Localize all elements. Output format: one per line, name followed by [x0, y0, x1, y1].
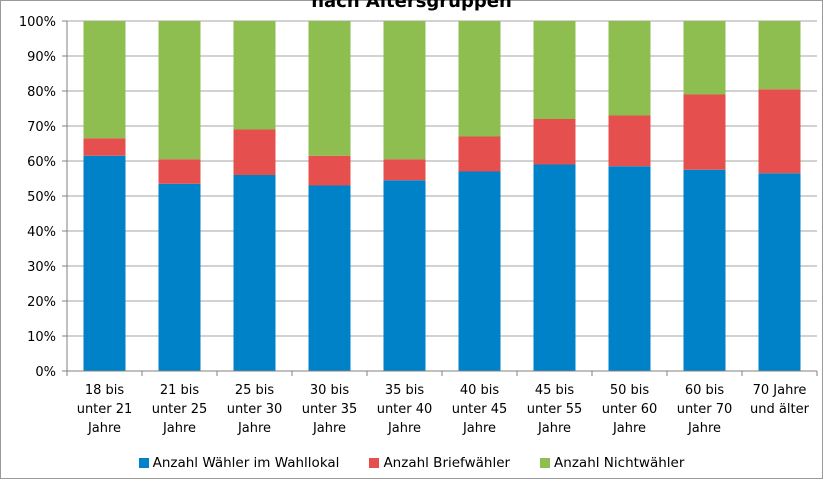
bar-segment: [758, 173, 801, 371]
bar-segment: [608, 166, 651, 371]
x-tick-label: Jahre: [312, 421, 346, 436]
legend-label: Anzahl Wähler im Wahllokal: [152, 455, 340, 471]
bar-segment: [458, 171, 501, 371]
bar-segment: [608, 21, 651, 116]
x-tick-label: 50 bis: [610, 383, 650, 398]
bar-segment: [683, 21, 726, 95]
bar-segment: [383, 180, 426, 371]
legend-label: Anzahl Briefwähler: [383, 455, 511, 471]
bar-segment: [758, 21, 801, 90]
y-tick-label: 60%: [27, 155, 56, 170]
bar-segment: [83, 138, 126, 156]
bar-segment: [83, 21, 126, 139]
y-tick-label: 10%: [27, 330, 56, 345]
bar-segment: [383, 21, 426, 160]
x-tick-label: unter 45: [452, 402, 508, 417]
x-tick-label: 18 bis: [85, 383, 125, 398]
y-tick-label: 0%: [35, 365, 56, 380]
y-tick-label: 20%: [27, 295, 56, 310]
bar-segment: [683, 169, 726, 371]
bar-segment: [308, 185, 351, 371]
x-tick-label: Jahre: [537, 421, 571, 436]
bar-segment: [158, 159, 201, 184]
bar-segment: [158, 183, 201, 371]
x-tick-label: unter 40: [377, 402, 433, 417]
x-tick-label: Jahre: [462, 421, 496, 436]
y-tick-label: 100%: [19, 15, 56, 30]
bar-segment: [683, 94, 726, 170]
x-tick-label: 40 bis: [460, 383, 500, 398]
bar-segment: [458, 21, 501, 137]
y-tick-label: 30%: [27, 260, 56, 275]
x-tick-label: 30 bis: [310, 383, 350, 398]
x-tick-label: Jahre: [387, 421, 421, 436]
x-tick-label: 35 bis: [385, 383, 425, 398]
legend-swatch: [540, 458, 551, 468]
legend-swatch: [369, 458, 380, 468]
legend-item: Anzahl Nichtwähler: [540, 455, 684, 471]
bar-segment: [458, 136, 501, 172]
legend-label: Anzahl Nichtwähler: [554, 455, 685, 471]
bar-segment: [308, 21, 351, 156]
x-tick-label: 70 Jahre: [753, 383, 807, 398]
y-tick-label: 50%: [27, 190, 56, 205]
x-tick-label: 25 bis: [235, 383, 275, 398]
bar-segment: [308, 155, 351, 186]
bar-segment: [608, 115, 651, 167]
bar-segment: [758, 89, 801, 174]
y-tick-label: 70%: [27, 120, 56, 135]
bar-segment: [233, 175, 276, 371]
y-tick-label: 90%: [27, 50, 56, 65]
x-tick-label: unter 55: [527, 402, 583, 417]
x-tick-label: und älter: [750, 402, 810, 417]
bar-segment: [83, 155, 126, 371]
bar-segment: [233, 21, 276, 130]
bar-segment: [383, 159, 426, 181]
x-tick-label: Jahre: [87, 421, 121, 436]
x-tick-label: Jahre: [237, 421, 271, 436]
y-tick-label: 40%: [27, 225, 56, 240]
x-tick-label: Jahre: [687, 421, 721, 436]
x-tick-label: unter 35: [302, 402, 358, 417]
axes: [62, 20, 818, 376]
legend-item: Anzahl Wähler im Wahllokal: [138, 455, 340, 471]
bars: [83, 21, 801, 371]
x-tick-label: unter 25: [152, 402, 208, 417]
bar-segment: [533, 21, 576, 119]
bar-segment: [533, 164, 576, 371]
x-tick-label: 45 bis: [535, 383, 575, 398]
x-tick-label: unter 21: [77, 402, 133, 417]
chart-title: nach Altersgruppen: [311, 0, 512, 12]
x-tick-label: unter 30: [227, 402, 283, 417]
bar-segment: [158, 21, 201, 160]
x-tick-label: Jahre: [612, 421, 646, 436]
legend: Anzahl Wähler im Wahllokal Anzahl Briefwä…: [0, 455, 823, 471]
bar-segment: [533, 119, 576, 165]
bar-segment: [233, 129, 276, 175]
tick-labels: 0% 10% 20% 30% 40% 50% 60% 70% 80% 90% 100% 18 bis u…: [19, 15, 810, 436]
legend-swatch: [138, 458, 149, 468]
x-tick-label: Jahre: [162, 421, 196, 436]
x-tick-label: 21 bis: [160, 383, 200, 398]
legend-item: Anzahl Briefwähler: [369, 455, 510, 471]
x-tick-label: unter 60: [602, 402, 658, 417]
y-tick-label: 80%: [27, 85, 56, 100]
x-tick-label: unter 70: [677, 402, 733, 417]
x-tick-label: 60 bis: [685, 383, 725, 398]
